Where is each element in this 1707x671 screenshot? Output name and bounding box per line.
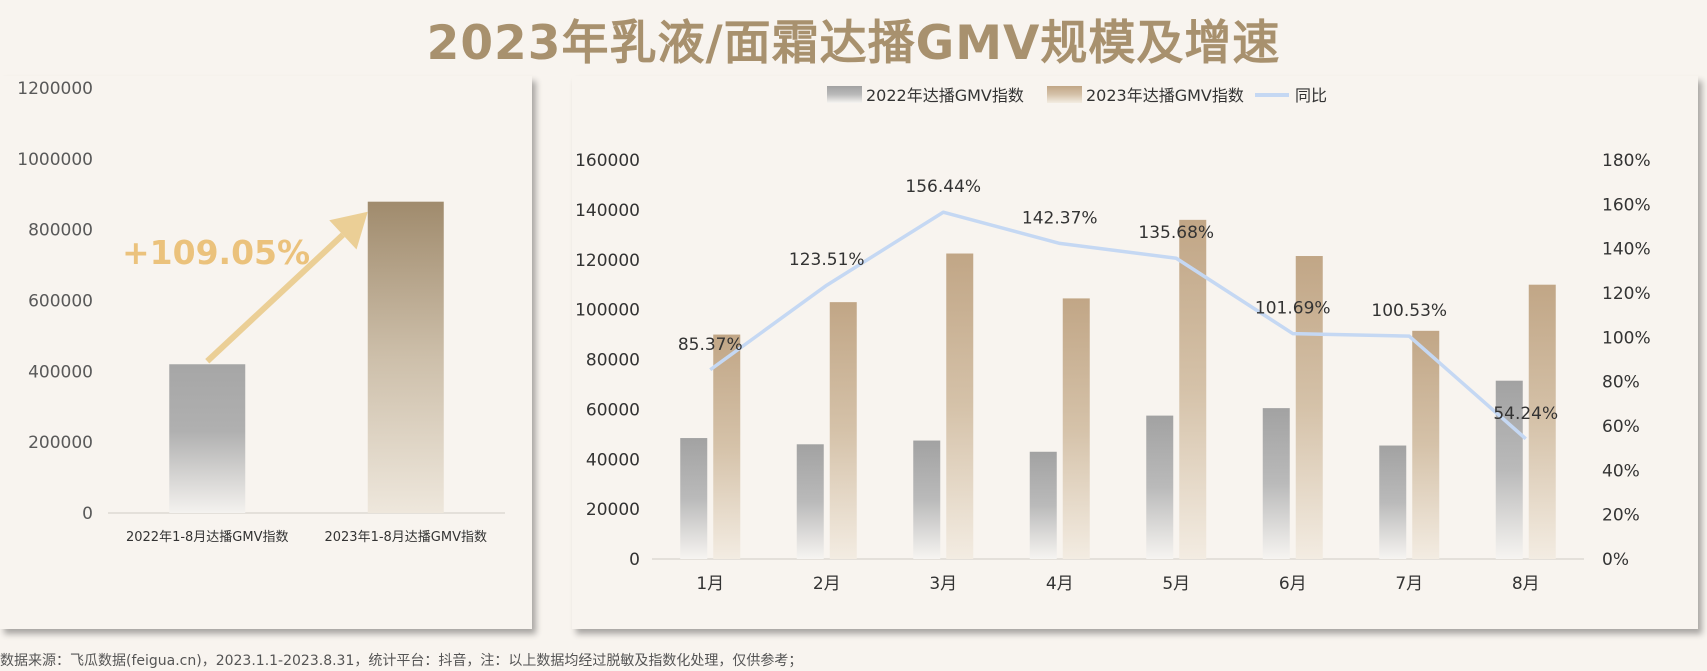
yoy-data-label: 142.37% <box>1022 208 1098 228</box>
x-tick-label: 5月 <box>1162 574 1190 594</box>
legend-label-yoy: 同比 <box>1295 86 1327 105</box>
y2-tick-label: 140% <box>1602 240 1651 260</box>
y2-tick-label: 80% <box>1602 373 1640 393</box>
y-tick-label: 0 <box>82 504 93 524</box>
y-tick-label: 60000 <box>586 400 640 420</box>
legend-label-2022: 2022年达播GMV指数 <box>866 86 1024 105</box>
bar-2022-6 <box>1262 408 1290 559</box>
bar-2023-4 <box>1062 298 1090 559</box>
x-tick-label: 3月 <box>929 574 957 594</box>
y2-tick-label: 20% <box>1602 506 1640 526</box>
left-chart-panel: 0 200000 400000 600000 800000 1000000 1200000 2… <box>0 76 532 629</box>
bar-2022-1 <box>680 438 708 559</box>
bar-2022-8 <box>1495 380 1523 559</box>
bar-2023-8 <box>1528 284 1556 559</box>
x-tick-label: 8月 <box>1512 574 1540 594</box>
bar-2022-2 <box>796 444 824 559</box>
y-tick-label: 160000 <box>575 151 640 171</box>
y-tick-label: 20000 <box>586 500 640 520</box>
y-tick-label: 40000 <box>586 450 640 470</box>
x-tick-label: 2022年1-8月达播GMV指数 <box>126 530 289 545</box>
x-tick-label: 7月 <box>1395 574 1423 594</box>
y-tick-label: 1000000 <box>17 150 93 170</box>
bar-2022-4 <box>1029 451 1057 559</box>
bar-2022-5 <box>1146 415 1174 559</box>
y-tick-label: 400000 <box>28 362 93 382</box>
bar-2022-7 <box>1379 445 1407 559</box>
y2-tick-label: 60% <box>1602 417 1640 437</box>
x-tick-label: 2月 <box>813 574 841 594</box>
x-tick-label: 4月 <box>1046 574 1074 594</box>
growth-arrow-head <box>329 211 368 250</box>
yoy-data-label: 135.68% <box>1138 223 1214 243</box>
x-tick-label: 6月 <box>1279 574 1307 594</box>
bar-2023-1 <box>713 334 741 559</box>
y-tick-label: 600000 <box>28 292 93 312</box>
right-chart-panel: 0 20000 40000 60000 80000 100000 120000 140000 1… <box>572 76 1698 629</box>
y-tick-label: 100000 <box>575 301 640 321</box>
growth-rate-label: +109.05% <box>122 233 310 272</box>
yoy-data-label: 156.44% <box>905 177 981 197</box>
bar-2023-2 <box>829 302 857 559</box>
y-tick-label: 1200000 <box>17 79 93 99</box>
y2-tick-label: 160% <box>1602 195 1651 215</box>
y-tick-label: 80000 <box>586 351 640 371</box>
yoy-data-label: 54.24% <box>1493 404 1558 424</box>
y2-tick-label: 40% <box>1602 461 1640 481</box>
y2-tick-label: 180% <box>1602 151 1651 171</box>
y2-tick-label: 120% <box>1602 284 1651 304</box>
y-tick-label: 120000 <box>575 251 640 271</box>
monthly-gmv-combo-chart: 0 20000 40000 60000 80000 100000 120000 140000 1… <box>575 86 1651 594</box>
bar-2023-3 <box>946 253 974 559</box>
growth-arrow-shaft <box>205 232 345 364</box>
page-title: 2023年乳液/面霜达播GMV规模及增速 <box>426 16 1281 71</box>
yoy-data-label: 85.37% <box>678 335 743 355</box>
y-tick-label: 140000 <box>575 201 640 221</box>
yoy-data-label: 123.51% <box>789 250 865 270</box>
yoy-data-label: 100.53% <box>1371 301 1447 321</box>
legend: 2022年达播GMV指数 2023年达播GMV指数 同比 <box>827 86 1327 105</box>
data-source-note: 数据来源：飞瓜数据(feigua.cn)，2023.1.1-2023.8.31，… <box>0 653 803 669</box>
y-tick-label: 0 <box>629 550 640 570</box>
y2-tick-label: 0% <box>1602 550 1629 570</box>
x-tick-label: 2023年1-8月达播GMV指数 <box>324 530 487 545</box>
bar-2023-6 <box>1295 256 1323 559</box>
total-gmv-bar-chart: 0 200000 400000 600000 800000 1000000 1200000 2… <box>17 79 505 545</box>
legend-label-2023: 2023年达播GMV指数 <box>1086 86 1244 105</box>
bar-2 <box>367 201 444 513</box>
y-tick-label: 200000 <box>28 433 93 453</box>
legend-swatch-2022 <box>827 86 862 103</box>
bar-1 <box>169 364 246 513</box>
y2-tick-label: 100% <box>1602 328 1651 348</box>
x-tick-label: 1月 <box>696 574 724 594</box>
y-tick-label: 800000 <box>28 221 93 241</box>
yoy-data-label: 101.69% <box>1255 299 1331 319</box>
yoy-line <box>709 210 1527 441</box>
bar-2023-7 <box>1412 330 1440 559</box>
legend-swatch-2023 <box>1047 86 1082 103</box>
bar-2022-3 <box>913 440 941 559</box>
